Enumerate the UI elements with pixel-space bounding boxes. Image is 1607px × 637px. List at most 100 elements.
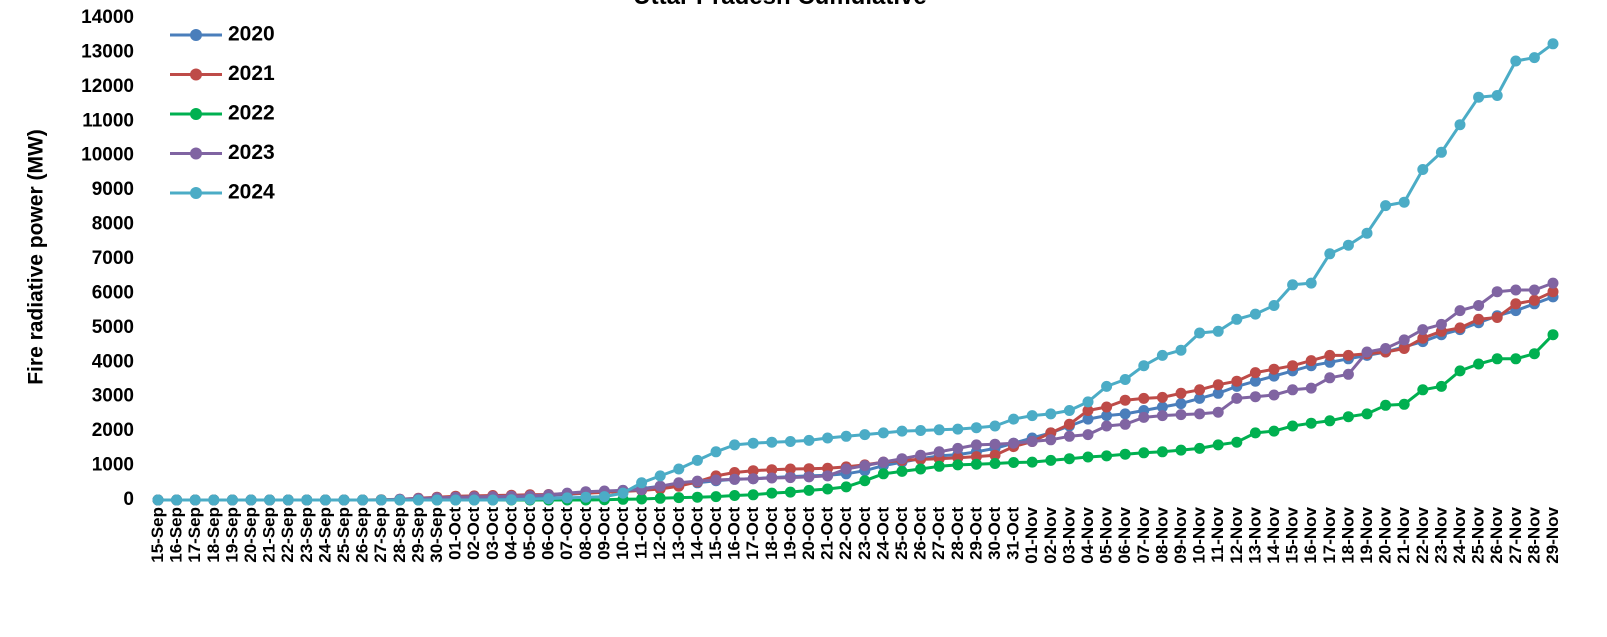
data-point: [171, 494, 183, 506]
x-tick-label: 09-Oct: [594, 507, 613, 560]
data-point: [1212, 439, 1224, 451]
data-point: [989, 449, 1001, 461]
data-point: [1026, 410, 1038, 422]
x-tick-label: 21-Sep: [260, 507, 279, 563]
data-point: [1398, 334, 1410, 346]
data-point: [840, 481, 852, 493]
x-tick-label: 29-Sep: [408, 507, 427, 563]
data-point: [1082, 396, 1094, 408]
data-point: [673, 477, 685, 489]
data-point: [264, 494, 276, 506]
x-tick-label: 05-Nov: [1097, 506, 1116, 563]
data-point: [766, 464, 778, 476]
data-point: [1063, 430, 1075, 442]
data-point: [1324, 372, 1336, 384]
x-tick-label: 25-Nov: [1469, 506, 1488, 563]
y-tick-label: 11000: [82, 110, 134, 131]
data-point: [1287, 360, 1299, 372]
legend-item-2024: 2024: [170, 181, 275, 204]
data-point: [226, 494, 238, 506]
data-point: [1398, 196, 1410, 208]
legend-label: 2021: [228, 62, 275, 85]
data-point: [915, 425, 927, 436]
data-point: [357, 494, 369, 506]
data-point: [1417, 164, 1429, 175]
data-point: [989, 438, 1001, 450]
data-point: [1287, 420, 1299, 432]
data-point: [1528, 52, 1540, 64]
x-tick-label: 12-Oct: [650, 507, 669, 560]
data-point: [1491, 90, 1503, 101]
y-axis: 0 1000 2000 3000 4000 5000 6000 7000 8000 9000 100…: [81, 7, 134, 510]
data-point: [1342, 349, 1354, 361]
data-point: [710, 446, 722, 458]
data-point: [1342, 368, 1354, 380]
data-point: [1547, 38, 1559, 50]
data-point: [1045, 408, 1057, 420]
x-tick-label: 15-Oct: [706, 507, 725, 560]
x-tick-label: 09-Nov: [1171, 506, 1190, 563]
data-point: [1435, 318, 1447, 330]
x-tick-label: 24-Sep: [315, 507, 334, 563]
x-tick-label: 08-Oct: [576, 507, 595, 560]
chart-title: Uttar Pradesh Cumulative: [633, 0, 926, 10]
data-point: [1342, 411, 1354, 423]
data-point: [1510, 55, 1522, 67]
data-point: [822, 470, 834, 482]
x-tick-label: 02-Nov: [1041, 506, 1060, 563]
x-tick-label: 24-Oct: [873, 507, 892, 560]
data-point: [1417, 324, 1429, 336]
legend-label: 2022: [228, 102, 275, 125]
data-point: [933, 424, 945, 436]
plot-area: [152, 38, 1559, 506]
data-point: [1435, 380, 1447, 392]
data-point: [1547, 286, 1559, 298]
data-point: [282, 494, 294, 506]
data-point: [840, 463, 852, 475]
x-tick-label: 17-Nov: [1320, 506, 1339, 563]
data-point: [1305, 417, 1317, 429]
data-point: [673, 492, 685, 504]
x-tick-label: 27-Oct: [929, 507, 948, 560]
legend-swatch-marker: [190, 187, 202, 199]
data-point: [822, 432, 834, 444]
data-point: [1082, 413, 1094, 425]
series-2020: [152, 291, 1559, 506]
data-point: [1175, 398, 1187, 410]
data-point: [1194, 384, 1206, 396]
x-tick-label: 07-Nov: [1134, 506, 1153, 563]
x-tick-label: 01-Oct: [446, 507, 465, 560]
data-point: [1008, 437, 1020, 449]
x-tick-label: 16-Oct: [725, 507, 744, 560]
data-point: [1398, 398, 1410, 410]
x-tick-label: 27-Sep: [371, 507, 390, 563]
legend-swatch-marker: [190, 29, 202, 41]
data-point: [729, 490, 741, 501]
x-tick-label: 28-Sep: [390, 507, 409, 563]
data-point: [1119, 448, 1131, 460]
data-point: [1156, 446, 1168, 458]
data-point: [915, 449, 927, 461]
data-point: [654, 470, 666, 482]
data-point: [1231, 436, 1243, 448]
data-point: [766, 472, 778, 484]
data-point: [1156, 401, 1168, 413]
x-tick-label: 06-Nov: [1115, 506, 1134, 563]
data-point: [803, 434, 815, 446]
data-point: [1361, 227, 1373, 239]
x-tick-label: 14-Oct: [687, 507, 706, 560]
data-point: [1175, 387, 1187, 399]
data-point: [1528, 284, 1540, 296]
x-tick-label: 25-Oct: [892, 507, 911, 560]
data-point: [1491, 353, 1503, 365]
x-tick-label: 29-Nov: [1543, 506, 1562, 563]
data-point: [1454, 119, 1466, 131]
x-tick-label: 21-Nov: [1394, 506, 1413, 563]
data-point: [1101, 410, 1113, 422]
y-tick-label: 10000: [81, 145, 134, 166]
data-point: [1212, 387, 1224, 399]
x-tick-label: 18-Nov: [1338, 506, 1357, 563]
data-point: [1510, 353, 1522, 365]
data-point: [580, 491, 592, 503]
data-point: [970, 451, 982, 463]
